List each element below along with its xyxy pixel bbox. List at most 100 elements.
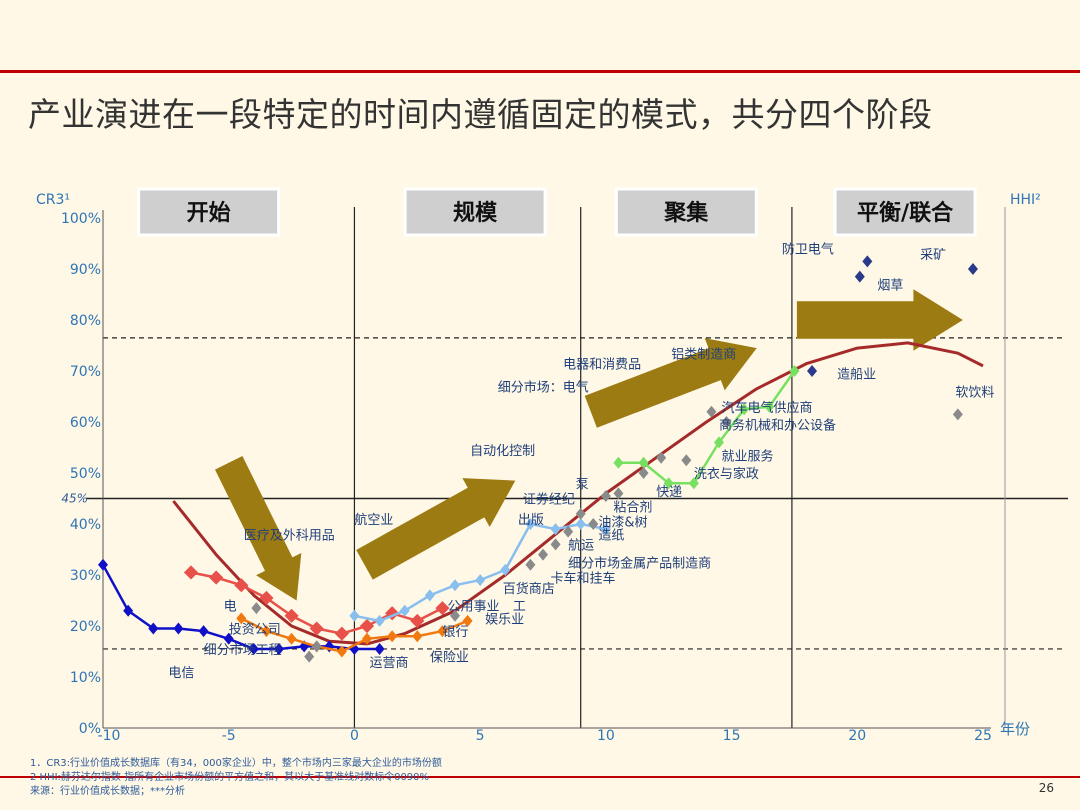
series-marker [764,400,775,413]
x-tick-label: 25 [974,728,992,744]
trend-arrow [584,338,757,428]
industry-point [563,525,574,538]
series-marker [98,558,108,571]
industry-label: 快递 [656,485,682,500]
industry-label: 银行 [442,625,468,640]
x-tick-label: 15 [723,728,741,744]
series-marker [274,642,284,655]
series-line [240,617,469,653]
industry-label: 航空业 [354,512,393,528]
x-tick-label: -10 [98,728,121,744]
industry-point [304,650,315,663]
series-marker [259,590,274,606]
y-tick-label: 90% [70,262,101,278]
stage-header-label: 开始 [187,200,231,226]
y-axis-title-right: HHI² [1010,192,1041,208]
industry-label: 投资公司 [229,622,281,638]
industry-label: 烟草 [877,278,903,293]
footnote-cr3: 1．CR3:行业价值成长数据库（有34，000家企业）中，整个市场内三家最大企业… [30,758,442,769]
top-rule [0,70,1080,73]
industry-label: 运营商 [370,656,409,671]
series-marker [248,642,259,655]
industry-point [638,467,649,479]
industry-label: 保险业 [430,651,469,666]
y-tick-label: 80% [70,313,101,329]
series-marker [412,630,423,643]
y-tick-label: 10% [70,670,101,686]
y-tick-label: 60% [70,415,101,431]
y-tick-label: 40% [70,517,101,533]
industry-point [862,255,873,268]
series-marker [399,604,410,617]
industry-label: 采矿 [920,248,946,263]
industry-label: 出版 [518,513,544,528]
industry-point [550,538,561,551]
industry-label: 铝类制造商 [671,347,736,362]
industry-label: 洗衣与家政 [694,466,759,482]
industry-point [251,602,262,615]
trend-arrow [796,289,963,351]
series-marker [148,622,159,635]
industry-label: 泵 [576,477,589,492]
industry-point [613,487,624,500]
y-tick-label: 0% [79,721,101,737]
industry-label: 汽车电气供应商 [722,400,813,416]
stage-header-box [137,187,281,237]
stage-header-box [833,187,977,237]
industry-label: 细分市场工程 [204,642,282,658]
y-axis-title-left: CR3¹ [36,192,70,208]
industry-label: 细分市场：电气 [498,379,589,395]
series-marker [714,436,724,449]
industry-point [854,270,865,283]
series-marker [663,477,674,490]
industry-label: 公用事业 [447,600,499,615]
industry-point [311,640,322,653]
industry-label: 娱乐业 [485,612,524,627]
industry-label: 软饮料 [955,386,994,401]
industry-label: 自动化控制 [470,444,535,459]
industry-point [588,518,599,530]
industry-label: 百货商店 [503,581,555,597]
series-marker [198,625,209,638]
trend-arrow [215,456,302,601]
series-marker [475,574,486,587]
series-marker [374,614,385,627]
y-tick-label: 70% [70,364,101,380]
series-marker [638,456,649,469]
series-marker [374,642,385,655]
industry-point [706,405,717,418]
industry-point [721,416,732,428]
series-marker [261,625,272,638]
y-tick-label: 20% [70,619,101,635]
series-marker [236,612,247,625]
industry-label: 造纸 [598,528,624,543]
series-marker [789,365,800,377]
series-marker [450,579,460,592]
industry-point [967,263,978,275]
slide-title: 产业演进在一段特定的时间内遵循固定的模式，共分四个阶段 [28,95,933,134]
footnote-hhi: 2 HHI:赫芬达尔指数 指所有企业市场份额的平方值之和，其以大于基准线对数标令… [30,772,430,783]
series-marker [223,632,234,645]
x-tick-label: 10 [597,728,615,744]
industry-point [807,365,818,377]
x-tick-label: 5 [476,728,485,744]
industry-point [538,548,548,561]
industry-point [681,454,692,467]
industry-label: 医疗及外科用品 [244,528,335,543]
series-marker [739,403,750,416]
series-marker [334,626,349,641]
industry-label: 电信 [168,666,194,681]
industry-label: 商务机械和办公设备 [719,418,836,434]
series-marker [500,563,511,576]
series-marker [309,621,324,636]
stage-header-box [403,187,547,237]
industry-label: 工 [513,600,526,615]
series-marker [209,570,224,585]
series-marker [437,625,448,638]
industry-point [525,558,536,571]
series-marker [688,477,699,490]
series-marker [359,618,375,634]
industry-label: 证券经纪 [523,492,575,508]
industry-point [952,408,963,421]
